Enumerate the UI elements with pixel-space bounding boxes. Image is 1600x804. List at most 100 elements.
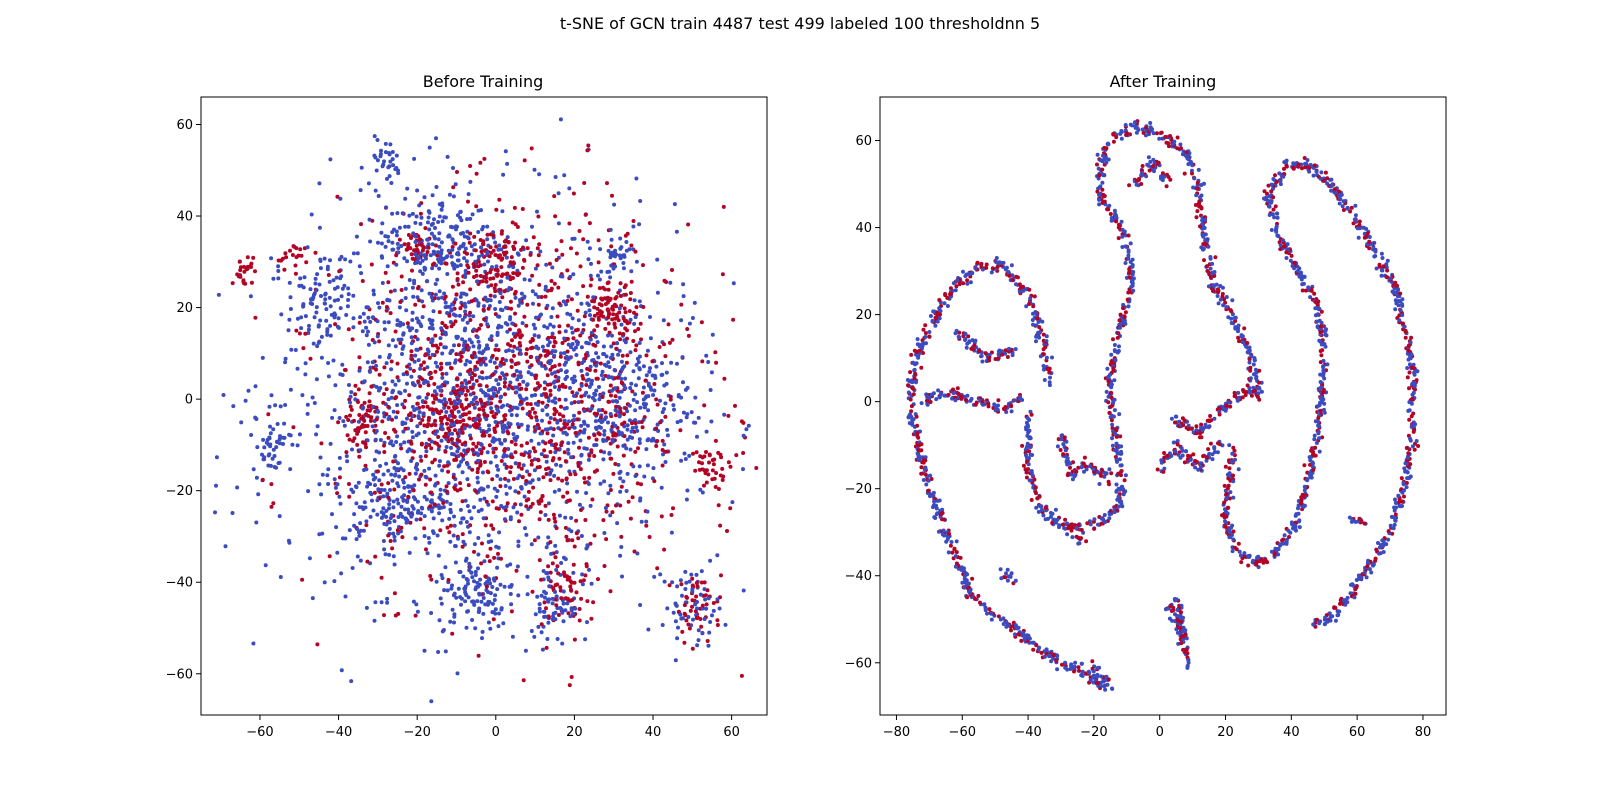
scatter-point	[451, 185, 455, 189]
scatter-point	[1406, 451, 1410, 455]
scatter-point	[269, 431, 273, 435]
scatter-point	[496, 331, 500, 335]
scatter-point	[413, 360, 417, 364]
scatter-point	[366, 330, 370, 334]
scatter-point	[590, 277, 594, 281]
scatter-point	[533, 411, 537, 415]
scatter-point	[687, 334, 691, 338]
scatter-point	[498, 253, 502, 257]
scatter-point	[572, 192, 576, 196]
scatter-point	[642, 386, 646, 390]
scatter-point	[390, 513, 394, 517]
scatter-point	[492, 394, 496, 398]
scatter-point	[632, 322, 636, 326]
scatter-point	[613, 323, 617, 327]
scatter-point	[459, 487, 463, 491]
scatter-point	[459, 232, 463, 236]
scatter-point	[521, 266, 525, 270]
scatter-point	[384, 205, 388, 209]
scatter-point	[549, 426, 553, 430]
scatter-point	[561, 341, 565, 345]
scatter-point	[554, 175, 558, 179]
scatter-point	[1117, 236, 1121, 240]
scatter-point	[412, 279, 416, 283]
scatter-point	[601, 439, 605, 443]
scatter-point	[551, 434, 555, 438]
scatter-point	[702, 454, 706, 458]
scatter-point	[1374, 557, 1378, 561]
scatter-point	[742, 589, 746, 593]
scatter-point	[642, 364, 646, 368]
scatter-point	[437, 448, 441, 452]
scatter-point	[544, 606, 548, 610]
scatter-point	[368, 370, 372, 374]
scatter-point	[429, 340, 433, 344]
scatter-point	[423, 649, 427, 653]
scatter-point	[1115, 483, 1119, 487]
scatter-point	[416, 286, 420, 290]
scatter-point	[482, 434, 486, 438]
scatter-point	[374, 189, 378, 193]
scatter-point	[333, 408, 337, 412]
scatter-point	[583, 481, 587, 485]
scatter-point	[695, 450, 699, 454]
scatter-point	[477, 654, 481, 658]
scatter-point	[412, 483, 416, 487]
scatter-point	[485, 376, 489, 380]
scatter-point	[361, 423, 365, 427]
scatter-point	[326, 482, 330, 486]
scatter-point	[416, 337, 420, 341]
scatter-point	[1013, 632, 1017, 636]
scatter-point	[674, 602, 678, 606]
scatter-point	[415, 317, 419, 321]
scatter-point	[332, 278, 336, 282]
scatter-point	[603, 287, 607, 291]
scatter-point	[546, 535, 550, 539]
scatter-point	[1110, 423, 1114, 427]
scatter-point	[629, 350, 633, 354]
scatter-point	[484, 417, 488, 421]
scatter-point	[454, 458, 458, 462]
scatter-point	[448, 362, 452, 366]
scatter-point	[655, 439, 659, 443]
scatter-point	[494, 455, 498, 459]
scatter-point	[387, 496, 391, 500]
scatter-point	[505, 323, 509, 327]
scatter-point	[707, 461, 711, 465]
scatter-point	[660, 361, 664, 365]
scatter-point	[565, 481, 569, 485]
scatter-point	[395, 434, 399, 438]
scatter-point	[524, 352, 528, 356]
scatter-point	[521, 246, 525, 250]
scatter-point	[445, 272, 449, 276]
scatter-point	[482, 349, 486, 353]
scatter-point	[567, 576, 571, 580]
scatter-point	[465, 252, 469, 256]
scatter-point	[1183, 172, 1187, 176]
scatter-point	[665, 606, 669, 610]
scatter-point	[328, 258, 332, 262]
scatter-point	[451, 166, 455, 170]
scatter-point	[358, 315, 362, 319]
scatter-point	[1114, 135, 1118, 139]
scatter-point	[330, 416, 334, 420]
scatter-point	[470, 571, 474, 575]
scatter-point	[508, 486, 512, 490]
scatter-point	[499, 395, 503, 399]
scatter-point	[648, 315, 652, 319]
scatter-point	[371, 405, 375, 409]
scatter-point	[601, 377, 605, 381]
scatter-point	[440, 376, 444, 380]
scatter-point	[465, 259, 469, 263]
scatter-point	[267, 436, 271, 440]
scatter-point	[430, 295, 434, 299]
figure-title: t-SNE of GCN train 4487 test 499 labeled…	[560, 14, 1040, 33]
scatter-point	[390, 390, 394, 394]
scatter-point	[376, 301, 380, 305]
scatter-point	[1083, 456, 1087, 460]
scatter-point	[618, 254, 622, 258]
scatter-point	[703, 617, 707, 621]
scatter-point	[457, 570, 461, 574]
scatter-point	[563, 574, 567, 578]
scatter-point	[684, 457, 688, 461]
